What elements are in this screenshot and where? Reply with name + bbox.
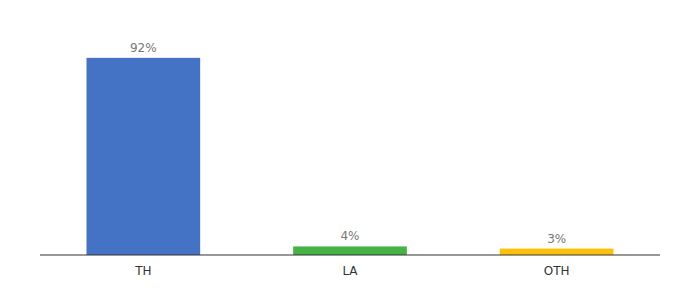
data-label: 4% xyxy=(340,229,359,243)
bars xyxy=(87,58,614,255)
data-labels: 92% 4% 3% xyxy=(130,41,566,246)
x-tick-label: LA xyxy=(342,264,358,278)
bar xyxy=(293,246,407,255)
x-tick-labels: TH LA OTH xyxy=(134,264,569,278)
x-axis-line xyxy=(40,255,660,256)
data-label: 3% xyxy=(547,232,566,246)
data-label: 92% xyxy=(130,41,157,55)
x-tick-label: TH xyxy=(134,264,151,278)
bar xyxy=(500,249,614,255)
chart-svg: 92% 4% 3% TH LA OTH xyxy=(0,0,680,300)
chart-container: 92% 4% 3% TH LA OTH xyxy=(0,0,680,300)
bar xyxy=(87,58,201,255)
x-tick-label: OTH xyxy=(544,264,570,278)
